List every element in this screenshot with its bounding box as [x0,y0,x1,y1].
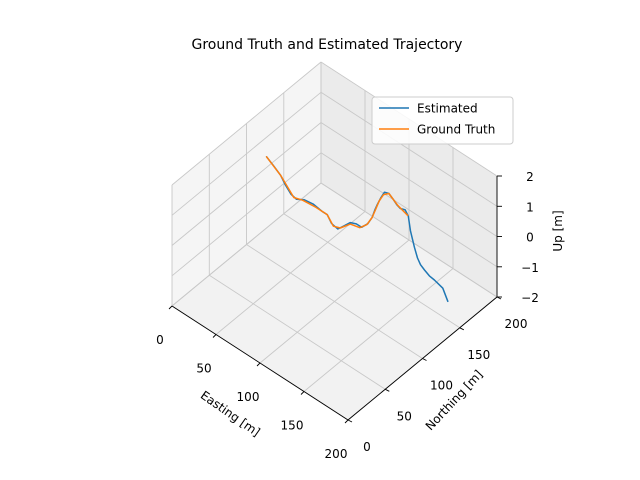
legend: Estimated Ground Truth [371,96,514,145]
x-tick [300,391,305,395]
grid-line [171,152,322,277]
grid-line [171,91,322,216]
z-tick-label: 0 [526,231,534,245]
grid-line [320,122,498,237]
legend-label-estimated: Estimated [417,102,478,116]
grid-line [320,182,498,298]
grid-line [171,122,322,246]
grid-line [171,182,322,307]
x-tick-label: 200 [325,447,348,461]
grid-line [246,244,423,359]
y-tick [385,388,390,392]
x-tick-label: 0 [156,333,164,347]
grid-line [320,152,498,268]
y-tick-label: 100 [430,379,453,393]
z-tick-label: −2 [521,291,539,305]
y-tick-label: 50 [397,409,412,423]
grid-line [283,213,461,329]
z-tick-label: −1 [521,261,539,275]
x-tick [344,419,349,424]
z-axis-label: Up [m] [551,210,565,251]
grid-line [171,61,322,186]
series-layer [265,156,449,303]
y-tick-label: 150 [467,348,490,362]
y-tick-label: 0 [363,440,371,454]
x-tick [212,334,217,338]
z-tick-label: 2 [526,170,534,184]
z-tick-label: 1 [526,200,534,214]
y-axis-label: Northing [m] [423,367,486,433]
y-tick [347,419,353,423]
y-tick [422,358,427,361]
y-tick [459,327,465,331]
tick-labels: 0 50 100 150 200 0 50 100 150 200 −2 −1 0 1 2 [156,170,539,461]
x-tick-label: 50 [196,362,211,376]
axis-edges [168,175,502,424]
series-line-ground-truth [265,156,409,229]
grid-line [209,274,386,390]
chart-title: Ground Truth and Estimated Trajectory [192,37,463,53]
y-tick-label: 200 [505,317,528,331]
x-tick-label: 100 [237,390,260,404]
x-tick-label: 150 [281,419,304,433]
grid-line [320,91,498,207]
legend-label-ground-truth: Ground Truth [417,123,495,137]
x-tick [168,305,173,310]
x-tick [256,362,261,367]
